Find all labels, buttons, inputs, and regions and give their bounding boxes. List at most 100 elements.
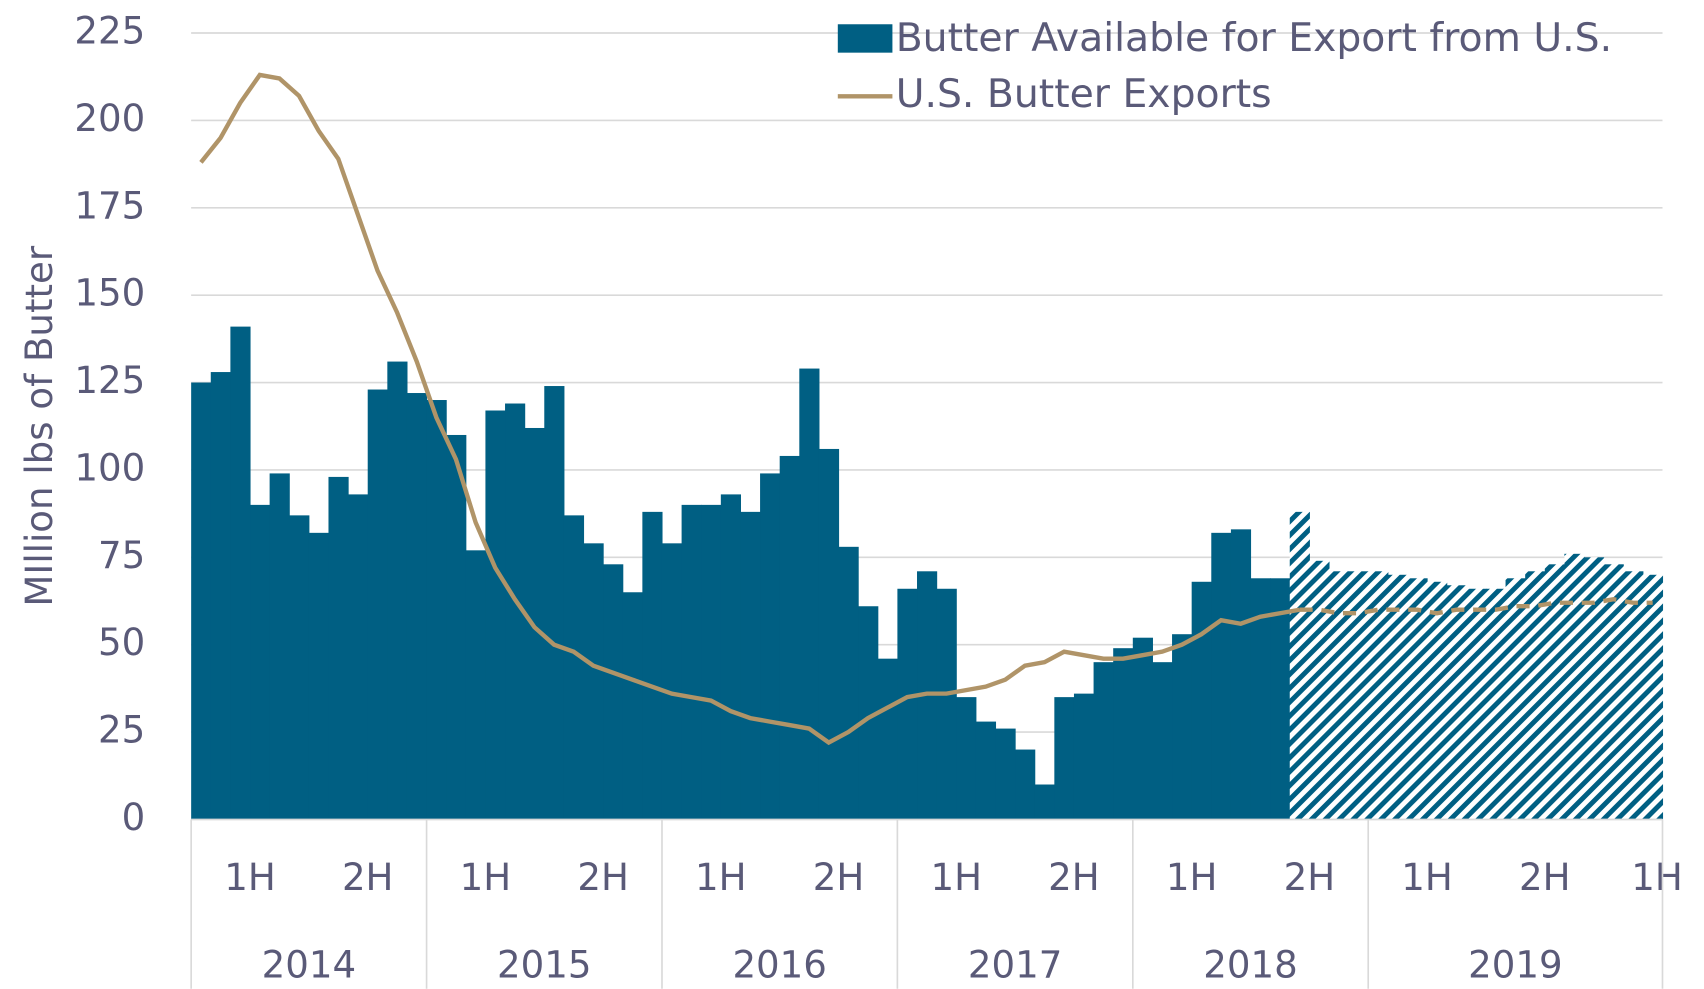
y-tick-label: 150 bbox=[74, 272, 145, 315]
bar bbox=[348, 494, 369, 820]
bar bbox=[289, 515, 310, 820]
legend-bar-swatch bbox=[837, 24, 893, 53]
x-tick-label: 2H bbox=[813, 856, 865, 899]
bar bbox=[1309, 560, 1330, 820]
bar bbox=[308, 532, 330, 820]
bar bbox=[426, 400, 447, 820]
bar bbox=[250, 504, 271, 820]
legend-label: U.S. Butter Exports bbox=[896, 72, 1272, 117]
bar bbox=[1642, 574, 1664, 820]
bar bbox=[1230, 529, 1252, 820]
bar bbox=[701, 504, 722, 820]
x-tick-label: 2H bbox=[1048, 856, 1100, 899]
bar bbox=[1446, 585, 1467, 820]
bar bbox=[740, 511, 761, 820]
bar bbox=[446, 434, 467, 820]
year-label: 2015 bbox=[497, 943, 591, 986]
y-tick-label: 25 bbox=[98, 709, 145, 752]
bar bbox=[975, 721, 997, 820]
bar bbox=[328, 476, 349, 820]
y-tick-label: 75 bbox=[98, 534, 145, 577]
bar bbox=[210, 372, 231, 820]
bar bbox=[1387, 574, 1409, 820]
bar bbox=[1328, 571, 1350, 820]
y-tick-label: 0 bbox=[122, 796, 146, 839]
bar bbox=[936, 588, 957, 820]
bar bbox=[1525, 571, 1546, 820]
bar bbox=[799, 368, 820, 820]
bar bbox=[563, 515, 585, 820]
bar bbox=[1132, 637, 1153, 820]
x-tick-label: 2H bbox=[342, 856, 394, 899]
bar bbox=[1466, 588, 1487, 820]
y-axis-label: MIllion lbs of Butter bbox=[18, 245, 61, 607]
y-tick-label: 175 bbox=[74, 184, 145, 227]
bar bbox=[191, 382, 212, 820]
bar bbox=[367, 389, 388, 820]
legend-label: Butter Available for Export from U.S. bbox=[896, 16, 1612, 61]
bar bbox=[1289, 511, 1310, 820]
bar bbox=[269, 473, 290, 820]
x-tick-label: 1H bbox=[1401, 856, 1453, 899]
year-label: 2016 bbox=[732, 943, 826, 986]
bar bbox=[524, 427, 545, 820]
year-label: 2019 bbox=[1468, 943, 1562, 986]
bar bbox=[1368, 571, 1389, 820]
bar bbox=[465, 550, 486, 820]
bar bbox=[1603, 564, 1624, 820]
x-tick-label: 1H bbox=[460, 856, 512, 899]
bar bbox=[1623, 571, 1644, 820]
bar bbox=[1191, 581, 1212, 820]
bar bbox=[838, 546, 859, 820]
bar bbox=[818, 448, 840, 820]
x-tick-label: 1H bbox=[930, 856, 982, 899]
bar bbox=[583, 543, 604, 820]
y-tick-label: 200 bbox=[74, 97, 145, 140]
y-tick-label: 225 bbox=[74, 9, 145, 52]
bar bbox=[720, 494, 741, 820]
bar bbox=[642, 511, 663, 820]
bar bbox=[956, 697, 977, 820]
bar bbox=[1584, 557, 1605, 820]
x-tick-label: 2H bbox=[1284, 856, 1336, 899]
bar bbox=[387, 361, 408, 820]
bar bbox=[1564, 553, 1585, 820]
bar bbox=[1152, 662, 1173, 820]
bar bbox=[1211, 532, 1232, 820]
bar bbox=[1093, 662, 1114, 820]
bar bbox=[1270, 578, 1291, 820]
y-tick-label: 50 bbox=[98, 621, 145, 664]
line-series bbox=[1299, 597, 1653, 616]
x-tick-label: 2H bbox=[577, 856, 629, 899]
bar bbox=[1485, 588, 1507, 820]
year-label: 2017 bbox=[968, 943, 1062, 986]
bar bbox=[1427, 581, 1448, 820]
bar bbox=[230, 326, 251, 820]
bar bbox=[661, 543, 683, 820]
bar bbox=[681, 504, 702, 820]
bar bbox=[1113, 648, 1134, 820]
bar bbox=[897, 588, 918, 820]
bar bbox=[544, 386, 565, 820]
bar bbox=[1544, 564, 1565, 820]
bar bbox=[858, 606, 879, 820]
line-series bbox=[199, 72, 1300, 746]
bar bbox=[1172, 634, 1193, 820]
y-tick-label: 125 bbox=[74, 359, 145, 402]
bar bbox=[1015, 749, 1036, 820]
year-label: 2018 bbox=[1203, 943, 1297, 986]
bar bbox=[1073, 693, 1095, 820]
bar bbox=[1407, 578, 1428, 820]
x-tick-label: 1H bbox=[695, 856, 747, 899]
bar bbox=[779, 455, 800, 820]
bar bbox=[1505, 578, 1526, 820]
bar bbox=[1034, 784, 1055, 820]
bar bbox=[760, 473, 781, 820]
bar bbox=[877, 658, 898, 820]
y-tick-label: 100 bbox=[74, 446, 145, 489]
bar bbox=[1054, 697, 1075, 820]
bar bbox=[505, 403, 526, 820]
bar bbox=[995, 728, 1016, 820]
x-tick-label: 1H bbox=[1631, 856, 1683, 899]
bar bbox=[485, 410, 506, 820]
